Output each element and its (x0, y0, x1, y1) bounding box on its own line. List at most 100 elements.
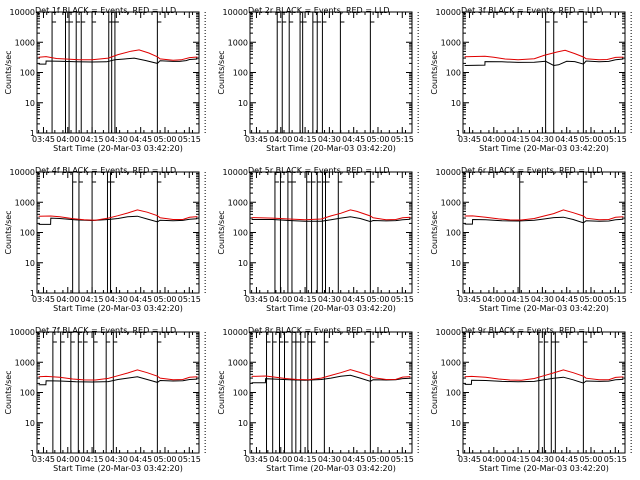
x-tick-label: 03:45 (245, 295, 268, 304)
y-tick-label: 100 (20, 229, 35, 238)
x-tick-label: 05:00 (153, 455, 176, 464)
panel-det-5: Det 5r BLACK = Events, RED = LLD 1 10 100 10… (217, 166, 419, 313)
x-tick-label: 05:15 (391, 455, 414, 464)
x-tick-label: 03:45 (245, 455, 268, 464)
series-events (38, 376, 198, 386)
y-tick-label: 100 (233, 389, 248, 398)
y-tick-label: 1 (456, 129, 461, 138)
y-tick-label: 1 (243, 129, 248, 138)
y-axis-label: Counts/sec (217, 50, 226, 94)
y-tick-label: 10 (451, 419, 461, 428)
series-events (38, 215, 198, 225)
x-tick-label: 04:00 (269, 295, 292, 304)
series-events (464, 216, 624, 225)
panel-title: Det 8r BLACK = Events, RED = LLD (248, 326, 390, 335)
y-tick-label: 1000 (228, 358, 248, 367)
x-tick-label: 03:45 (245, 135, 268, 144)
x-tick-label: 04:30 (531, 295, 554, 304)
x-axis-label: Start Time (20-Mar-03 03:42:20) (479, 144, 609, 153)
plot-frame (36, 11, 200, 134)
y-tick-label: 100 (446, 389, 461, 398)
series-lld (251, 209, 411, 221)
x-tick-label: 05:15 (178, 295, 201, 304)
x-tick-label: 05:00 (579, 135, 602, 144)
x-tick-label: 04:45 (555, 135, 578, 144)
x-tick-label: 04:45 (555, 455, 578, 464)
panel-det-6: Det 6r BLACK = Events, RED = LLD 1 10 100 10… (430, 166, 632, 313)
x-tick-label: 04:15 (507, 135, 530, 144)
x-tick-label: 04:15 (81, 455, 104, 464)
y-tick-label: 10000 (436, 8, 461, 17)
y-tick-label: 100 (20, 389, 35, 398)
y-tick-label: 10 (238, 259, 248, 268)
x-tick-label: 03:45 (458, 455, 481, 464)
x-tick-label: 04:30 (105, 295, 128, 304)
x-axis-label: Start Time (20-Mar-03 03:42:20) (53, 304, 183, 313)
x-tick-label: 04:45 (129, 455, 152, 464)
y-tick-label: 10 (451, 99, 461, 108)
y-tick-label: 10 (451, 259, 461, 268)
series-lld (251, 369, 411, 381)
y-tick-label: 1000 (228, 198, 248, 207)
y-axis-label: Counts/sec (430, 50, 439, 94)
panel-det-4: Det 4f BLACK = Events, RED = LLD 1 10 100 10… (4, 166, 206, 313)
x-axis-label: Start Time (20-Mar-03 03:42:20) (479, 464, 609, 473)
y-tick-label: 1 (243, 449, 248, 458)
y-tick-label: 1000 (15, 198, 35, 207)
x-tick-label: 05:15 (178, 135, 201, 144)
y-tick-label: 1 (30, 129, 35, 138)
x-tick-label: 05:15 (604, 135, 627, 144)
x-tick-label: 04:15 (294, 135, 317, 144)
x-axis-label: Start Time (20-Mar-03 03:42:20) (53, 464, 183, 473)
y-tick-label: 1000 (441, 198, 461, 207)
y-tick-label: 1 (243, 289, 248, 298)
x-tick-label: 05:15 (604, 455, 627, 464)
y-tick-label: 10 (25, 259, 35, 268)
x-tick-label: 04:00 (482, 295, 505, 304)
y-axis-label: Counts/sec (430, 370, 439, 414)
x-tick-label: 04:45 (129, 295, 152, 304)
series-lld (38, 209, 198, 221)
y-tick-label: 10 (25, 99, 35, 108)
x-tick-label: 04:15 (81, 295, 104, 304)
y-axis-label: Counts/sec (4, 370, 13, 414)
x-tick-label: 05:15 (604, 295, 627, 304)
x-tick-label: 03:45 (32, 455, 55, 464)
y-tick-label: 10000 (223, 168, 248, 177)
y-tick-label: 10000 (436, 328, 461, 337)
panel-det-7: Det 7f BLACK = Events, RED = LLD 1 10 100 10… (4, 326, 206, 473)
x-axis-label: Start Time (20-Mar-03 03:42:20) (266, 304, 396, 313)
panel-title: Det 3f BLACK = Events, RED = LLD (461, 6, 602, 15)
x-tick-label: 04:45 (555, 295, 578, 304)
x-tick-label: 04:30 (105, 455, 128, 464)
y-tick-label: 10000 (10, 8, 35, 17)
panel-det-9: Det 9r BLACK = Events, RED = LLD 1 10 100 10… (430, 326, 632, 473)
y-tick-label: 10 (238, 419, 248, 428)
y-tick-label: 10000 (223, 8, 248, 17)
y-tick-label: 10000 (436, 168, 461, 177)
plot-frame (36, 331, 200, 454)
x-axis-label: Start Time (20-Mar-03 03:42:20) (53, 144, 183, 153)
series-events (464, 376, 624, 385)
x-tick-label: 04:00 (269, 455, 292, 464)
x-tick-label: 05:00 (579, 295, 602, 304)
y-axis-label: Counts/sec (217, 370, 226, 414)
y-tick-label: 100 (446, 69, 461, 78)
panel-title: Det 1f BLACK = Events, RED = LLD (35, 6, 176, 15)
x-tick-label: 04:00 (56, 135, 79, 144)
x-tick-label: 03:45 (32, 135, 55, 144)
x-tick-label: 04:15 (294, 295, 317, 304)
x-tick-label: 05:00 (366, 295, 389, 304)
y-axis-label: Counts/sec (430, 210, 439, 254)
x-tick-label: 04:45 (342, 135, 365, 144)
series-lld (464, 49, 624, 61)
panel-title: Det 7f BLACK = Events, RED = LLD (35, 326, 176, 335)
panel-title: Det 4f BLACK = Events, RED = LLD (35, 166, 176, 175)
x-tick-label: 04:30 (318, 295, 341, 304)
y-tick-label: 1000 (228, 38, 248, 47)
x-tick-label: 03:45 (458, 295, 481, 304)
series-events (38, 57, 198, 65)
y-axis-label: Counts/sec (4, 50, 13, 94)
x-tick-label: 04:45 (342, 295, 365, 304)
